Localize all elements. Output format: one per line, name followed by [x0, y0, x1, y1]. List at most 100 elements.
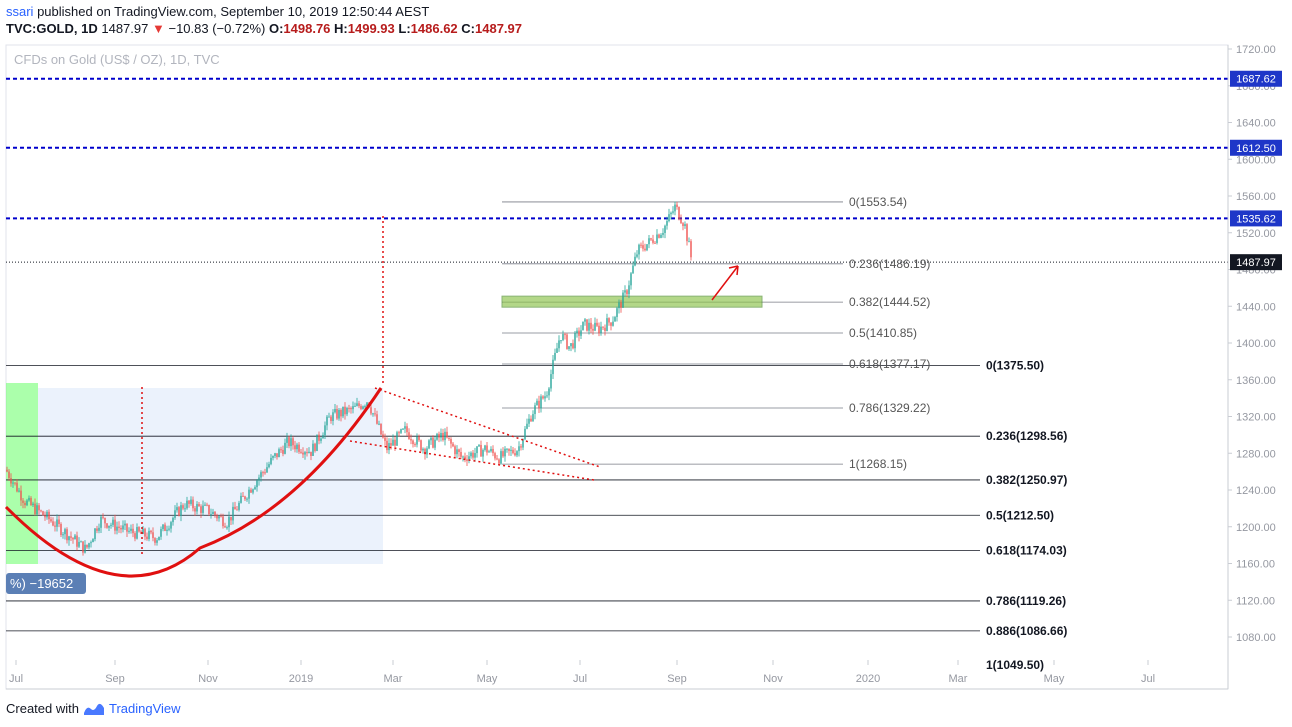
candle-body: [582, 321, 584, 331]
price-tick-label: 1600.00: [1236, 154, 1276, 166]
candle-body: [130, 528, 132, 531]
fib-short-label: 0.618(1377.17): [849, 357, 930, 371]
candle-body: [182, 505, 184, 509]
candle-body: [550, 374, 552, 389]
candle-body: [114, 519, 116, 531]
candle-body: [320, 438, 322, 441]
candle-body: [306, 452, 308, 454]
candle-body: [158, 536, 160, 541]
candle-body: [422, 448, 424, 451]
candle-body: [316, 434, 318, 451]
candle-body: [308, 451, 310, 454]
publish-text: published on TradingView.com, September …: [33, 4, 430, 19]
tradingview-brand-link[interactable]: TradingView: [108, 701, 181, 716]
footer-text: Created with: [6, 701, 79, 716]
candle-body: [270, 457, 272, 465]
candle-body: [218, 516, 220, 519]
last-price: 1487.97: [101, 21, 149, 36]
tradingview-logo-icon: [83, 703, 104, 715]
candle-body: [632, 265, 634, 274]
candle-body: [256, 480, 258, 488]
key-level-badge-label: 1487.97: [1236, 257, 1276, 269]
candle-body: [640, 244, 642, 246]
candle-body: [526, 423, 528, 429]
open-value: 1498.76: [283, 21, 331, 36]
candle-body: [336, 408, 338, 419]
time-tick-label: 2020: [856, 673, 880, 685]
candle-body: [666, 221, 668, 226]
wedge-lower-line[interactable]: [349, 440, 595, 481]
low-label: L:: [398, 21, 411, 36]
time-tick-label: May: [1044, 673, 1065, 685]
fib-level-label: 0.618(1174.03): [986, 544, 1067, 558]
price-tick-label: 1440.00: [1236, 301, 1276, 313]
candle-body: [288, 437, 290, 447]
candle-body: [564, 334, 566, 336]
candle-body: [208, 504, 210, 515]
candle-body: [670, 212, 672, 215]
publisher-user-link[interactable]: ssari: [6, 4, 34, 19]
candle-body: [332, 412, 334, 422]
candle-body: [318, 434, 320, 441]
candle-body: [108, 525, 110, 528]
candle-body: [380, 423, 382, 435]
candle-body: [530, 418, 532, 422]
candle-body: [216, 515, 218, 519]
projection-arrow[interactable]: [711, 265, 739, 301]
candle-body: [438, 433, 440, 438]
candle-body: [390, 443, 392, 446]
plot-area[interactable]: [5, 44, 1229, 690]
candle-body: [350, 407, 352, 410]
candle-body: [192, 499, 194, 509]
candle-body: [84, 544, 86, 553]
candle-body: [102, 516, 104, 518]
candle-body: [294, 445, 296, 450]
candle-body: [238, 502, 240, 510]
candle-body: [110, 524, 112, 526]
candle-body: [448, 437, 450, 439]
range-badge[interactable]: [6, 573, 86, 594]
candle-body: [442, 432, 444, 441]
rounding-bottom-arc[interactable]: [4, 387, 383, 578]
candle-body: [454, 446, 456, 455]
candle-body: [684, 224, 686, 226]
candle-body: [112, 519, 114, 525]
candle-body: [344, 406, 346, 415]
candle-body: [16, 482, 18, 492]
candle-body: [374, 413, 376, 415]
candle-body: [290, 438, 292, 447]
candle-body: [568, 346, 570, 349]
candle-body: [304, 452, 306, 455]
candle-body: [674, 204, 676, 212]
candle-body: [562, 334, 564, 341]
candle-body: [648, 238, 650, 245]
key-level-badge: [1230, 254, 1282, 271]
candle-body: [148, 530, 150, 540]
candle-body: [196, 504, 198, 512]
time-tick-label: May: [477, 673, 498, 685]
candle-body: [558, 340, 560, 349]
candle-body: [656, 234, 658, 243]
candle-body: [152, 532, 154, 539]
candle-body: [284, 442, 286, 454]
support-zone[interactable]: [501, 295, 763, 308]
candle-body: [88, 543, 90, 548]
candle-body: [664, 225, 666, 233]
candle-body: [248, 489, 250, 499]
candle-body: [348, 407, 350, 409]
candle-body: [412, 440, 414, 445]
candle-body: [498, 459, 500, 464]
candle-body: [274, 453, 276, 456]
candle-body: [524, 428, 526, 440]
candle-body: [382, 434, 384, 438]
candle-body: [174, 510, 176, 518]
candle-body: [156, 540, 158, 543]
candle-body: [302, 452, 304, 455]
candle-body: [426, 448, 428, 455]
candle-body: [122, 525, 124, 530]
candle-body: [522, 439, 524, 448]
price-chart[interactable]: CFDs on Gold (US$ / OZ), 1D, TVC 0(1375.…: [0, 40, 1292, 690]
candle-body: [298, 444, 300, 452]
candle-body: [576, 330, 578, 334]
candle-body: [554, 352, 556, 360]
